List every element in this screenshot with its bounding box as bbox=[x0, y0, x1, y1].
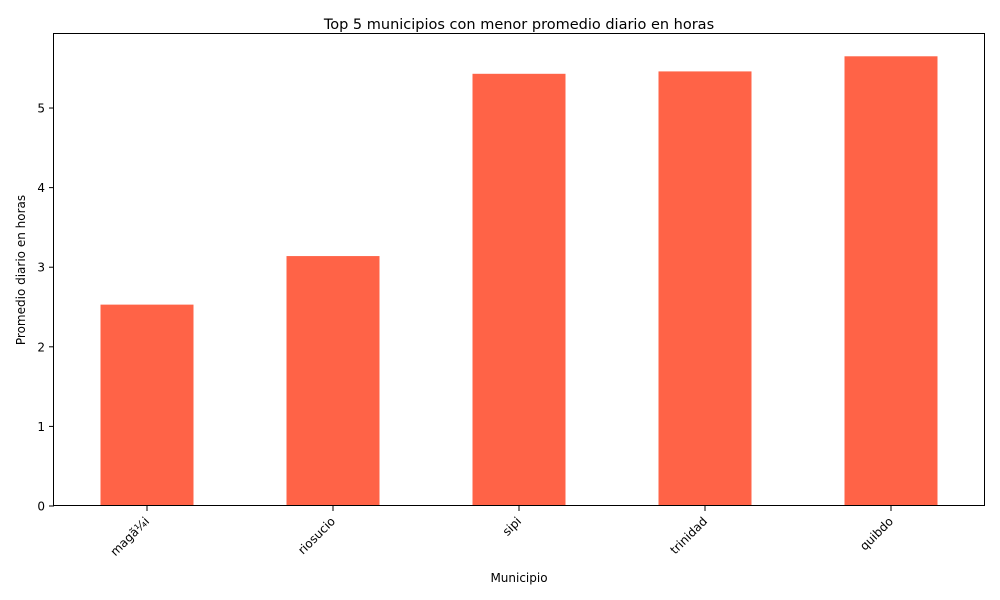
plot-frame bbox=[53, 33, 985, 506]
x-tick-label-3: trinidad bbox=[667, 514, 710, 557]
y-tick-label-1: 1 bbox=[37, 420, 45, 434]
y-tick-label-4: 4 bbox=[37, 181, 45, 195]
x-tick-label-1: riosucio bbox=[295, 514, 338, 557]
y-tick-label-0: 0 bbox=[37, 500, 45, 514]
y-tick-label-5: 5 bbox=[37, 102, 45, 116]
bar-2 bbox=[472, 73, 566, 506]
x-axis: magã¼i riosucio sipi trinidad quibdo bbox=[108, 506, 896, 559]
bar-4 bbox=[844, 56, 938, 506]
bars-group bbox=[100, 56, 938, 506]
x-tick-label-2: sipi bbox=[500, 514, 524, 538]
y-tick-label-2: 2 bbox=[37, 340, 45, 354]
bar-0 bbox=[100, 304, 194, 506]
y-axis: 0 1 2 3 4 5 bbox=[37, 102, 54, 514]
y-tick-label-3: 3 bbox=[37, 261, 45, 275]
bar-3 bbox=[658, 71, 752, 506]
y-axis-label: Promedio diario en horas bbox=[14, 195, 28, 345]
bar-1 bbox=[286, 256, 380, 506]
x-axis-label: Municipio bbox=[490, 571, 547, 585]
x-tick-label-4: quibdo bbox=[857, 514, 896, 553]
x-tick-label-0: magã¼i bbox=[108, 514, 153, 559]
chart-title: Top 5 municipios con menor promedio diar… bbox=[323, 17, 714, 33]
